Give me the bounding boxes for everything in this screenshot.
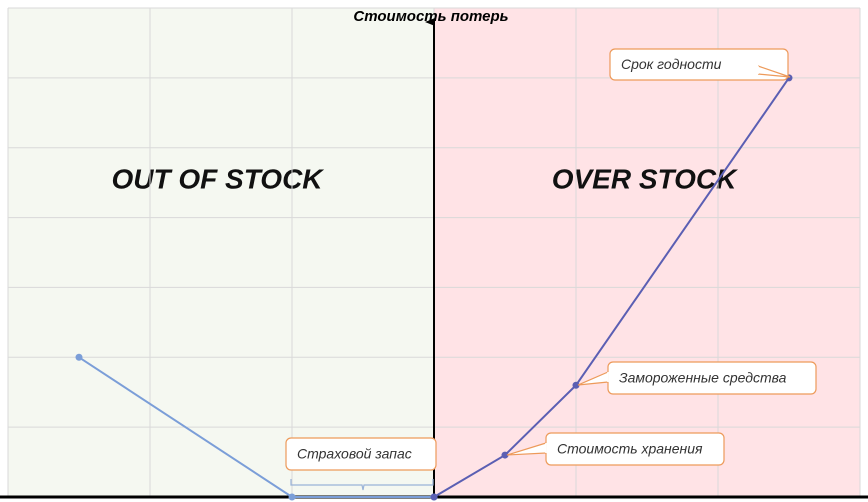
point (430, 493, 438, 501)
callout-tail (577, 371, 609, 386)
region-label: OUT OF STOCK (111, 163, 324, 194)
callout-tail (506, 442, 547, 456)
brace (290, 479, 434, 491)
point (572, 381, 580, 389)
annotation: Срок годности (621, 56, 722, 72)
callout-box (609, 48, 789, 81)
region-background (8, 8, 434, 497)
region-label: OVER STOCK (552, 163, 738, 194)
point (75, 353, 83, 361)
callout-box (285, 437, 437, 471)
annotation: Стоимость хранения (557, 441, 703, 457)
annotation: Замороженные средства (619, 370, 787, 386)
line (433, 77, 790, 498)
point (288, 493, 296, 501)
region-background (434, 8, 860, 497)
callout-tail (757, 65, 791, 78)
y-axis-title: Стоимость потерь (353, 8, 508, 25)
point (501, 451, 509, 459)
annotation: Страховой запас (297, 446, 412, 462)
